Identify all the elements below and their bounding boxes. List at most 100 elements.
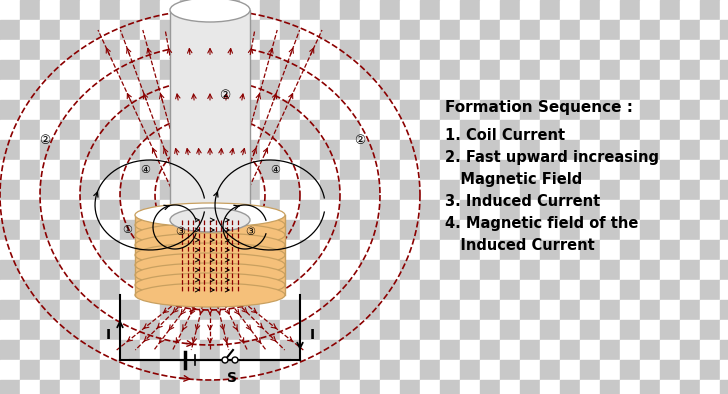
Bar [500,220,520,240]
Bar [520,140,540,160]
Bar [660,0,680,20]
Bar [460,320,480,340]
Bar [220,280,240,300]
Bar [500,200,520,220]
Bar [200,240,220,260]
Bar [560,80,580,100]
Bar [380,0,400,20]
Bar [460,360,480,380]
Bar [600,360,620,380]
Bar [220,40,240,60]
Bar [140,320,160,340]
Bar [660,200,680,220]
Bar [320,240,340,260]
Bar [260,100,280,120]
Bar [520,340,540,360]
Bar [20,20,40,40]
Bar [280,380,300,394]
Bar [720,220,728,240]
Bar [100,60,120,80]
Bar [380,240,400,260]
Bar [400,40,420,60]
Bar [620,80,640,100]
Bar [560,260,580,280]
Bar [220,0,240,20]
Bar [320,20,340,40]
Bar [600,120,620,140]
Bar [440,260,460,280]
Bar [520,20,540,40]
Bar [400,280,420,300]
Bar [440,200,460,220]
Bar [700,0,720,20]
Bar [280,280,300,300]
Bar [400,200,420,220]
Bar [360,40,380,60]
Bar [80,380,100,394]
Bar [440,120,460,140]
Bar [400,360,420,380]
Bar [400,120,420,140]
Bar [160,120,180,140]
Bar [100,340,120,360]
Bar [660,340,680,360]
Bar [200,380,220,394]
Bar [360,360,380,380]
Bar [380,100,400,120]
Bar [240,380,260,394]
Bar [280,20,300,40]
Bar [500,280,520,300]
Bar [240,320,260,340]
Bar [480,0,500,20]
Bar [340,240,360,260]
Bar [460,220,480,240]
Bar [280,240,300,260]
Bar [100,380,120,394]
Bar [640,220,660,240]
Bar [580,260,600,280]
Bar [360,240,380,260]
Bar [280,320,300,340]
Bar [80,20,100,40]
Bar [80,360,100,380]
Bar [580,220,600,240]
Bar [220,100,240,120]
Bar [320,160,340,180]
Bar [420,200,440,220]
Bar [180,240,200,260]
Ellipse shape [135,203,285,227]
Bar [120,300,140,320]
Bar [240,140,260,160]
Bar [140,100,160,120]
Bar [60,20,80,40]
Bar [520,180,540,200]
Bar [120,0,140,20]
Bar [180,320,200,340]
Bar [140,340,160,360]
Bar [60,120,80,140]
Bar [520,260,540,280]
Bar [700,280,720,300]
Bar [420,220,440,240]
Bar [20,100,40,120]
Bar [160,260,180,280]
Bar [700,120,720,140]
Bar [140,220,160,240]
Bar [320,340,340,360]
Bar [620,180,640,200]
Bar [140,300,160,320]
Bar [540,320,560,340]
Bar [80,80,100,100]
Bar [540,180,560,200]
Bar [580,60,600,80]
Bar [40,20,60,40]
Bar [80,240,100,260]
Bar [640,20,660,40]
Bar [60,140,80,160]
Bar [680,220,700,240]
Bar [140,160,160,180]
Bar [580,300,600,320]
Bar [640,260,660,280]
Bar [500,160,520,180]
Bar [480,260,500,280]
